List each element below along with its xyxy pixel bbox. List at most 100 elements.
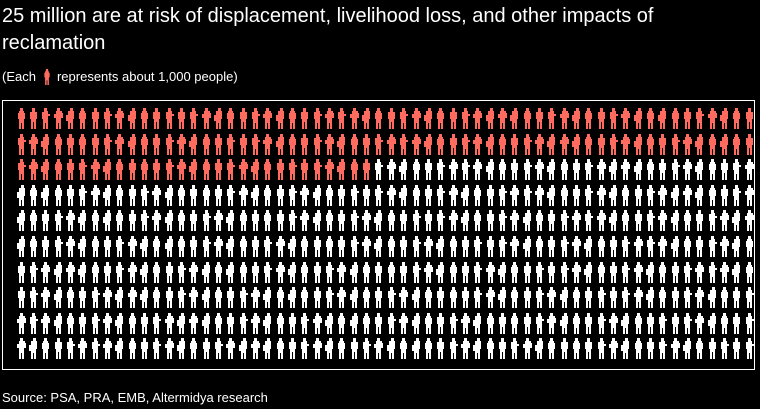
- person-icon: [15, 235, 27, 257]
- person-icon: [521, 261, 533, 283]
- person-icon: [287, 209, 299, 232]
- legend-prefix: (Each: [2, 69, 36, 84]
- person-icon: [645, 209, 657, 232]
- person-icon: [620, 286, 632, 309]
- person-icon: [620, 312, 632, 334]
- person-icon: [324, 261, 336, 283]
- person-icon: [77, 209, 89, 232]
- person-icon: [645, 286, 657, 309]
- person-icon: [151, 133, 163, 155]
- person-icon: [200, 209, 212, 232]
- person-icon: [731, 235, 743, 257]
- person-icon: [620, 133, 632, 155]
- person-icon: [719, 107, 731, 129]
- person-icon: [682, 158, 694, 181]
- person-icon: [126, 209, 138, 232]
- person-icon: [151, 107, 163, 129]
- person-icon: [213, 158, 225, 181]
- source-note: Source: PSA, PRA, EMB, Altermidya resear…: [2, 390, 268, 405]
- person-icon: [632, 133, 644, 155]
- person-icon: [595, 107, 607, 129]
- person-icon: [706, 158, 718, 181]
- person-icon: [27, 184, 39, 206]
- person-icon: [682, 209, 694, 232]
- person-icon: [706, 286, 718, 309]
- person-icon: [89, 261, 101, 283]
- person-icon: [459, 261, 471, 283]
- person-icon: [262, 337, 274, 360]
- person-icon: [114, 107, 126, 129]
- person-icon: [200, 133, 212, 155]
- person-icon: [114, 286, 126, 309]
- person-icon: [435, 312, 447, 334]
- person-icon: [274, 184, 286, 206]
- person-icon: [484, 209, 496, 232]
- person-icon: [731, 286, 743, 309]
- person-icon: [706, 184, 718, 206]
- person-icon: [89, 209, 101, 232]
- person-icon: [731, 184, 743, 206]
- person-icon: [311, 312, 323, 334]
- person-icon: [262, 209, 274, 232]
- person-icon: [361, 209, 373, 232]
- person-icon: [595, 286, 607, 309]
- person-icon: [213, 133, 225, 155]
- person-icon: [682, 107, 694, 129]
- person-icon: [632, 337, 644, 360]
- person-icon: [620, 107, 632, 129]
- person-icon: [533, 184, 545, 206]
- person-icon: [77, 133, 89, 155]
- person-icon: [89, 337, 101, 360]
- person-icon: [175, 235, 187, 257]
- person-icon: [311, 286, 323, 309]
- person-icon: [336, 107, 348, 129]
- person-icon: [533, 261, 545, 283]
- person-icon: [422, 286, 434, 309]
- person-icon: [472, 286, 484, 309]
- person-icon: [731, 133, 743, 155]
- person-icon: [546, 133, 558, 155]
- person-icon: [472, 107, 484, 129]
- person-icon: [336, 235, 348, 257]
- person-icon: [163, 133, 175, 155]
- person-icon: [484, 133, 496, 155]
- person-icon: [459, 133, 471, 155]
- person-icon: [385, 133, 397, 155]
- person-icon: [336, 184, 348, 206]
- person-icon: [348, 337, 360, 360]
- person-icon: [311, 107, 323, 129]
- person-icon: [336, 337, 348, 360]
- person-icon: [669, 261, 681, 283]
- person-icon: [459, 286, 471, 309]
- person-icon: [52, 337, 64, 360]
- person-icon: [398, 158, 410, 181]
- person-icon: [595, 235, 607, 257]
- person-icon: [163, 158, 175, 181]
- person-icon: [225, 209, 237, 232]
- person-icon: [521, 235, 533, 257]
- person-icon: [706, 133, 718, 155]
- person-icon: [336, 158, 348, 181]
- person-icon: [138, 235, 150, 257]
- person-icon: [213, 209, 225, 232]
- person-icon: [373, 209, 385, 232]
- person-icon: [731, 209, 743, 232]
- person-icon: [558, 261, 570, 283]
- person-icon: [324, 235, 336, 257]
- person-icon: [101, 158, 113, 181]
- person-icon: [645, 158, 657, 181]
- person-icon: [533, 107, 545, 129]
- person-icon: [225, 158, 237, 181]
- person-icon: [546, 158, 558, 181]
- person-icon: [237, 107, 249, 129]
- person-icon: [521, 209, 533, 232]
- person-icon: [361, 184, 373, 206]
- person-icon: [15, 158, 27, 181]
- person-icon: [101, 286, 113, 309]
- person-icon: [40, 286, 52, 309]
- person-icon: [546, 312, 558, 334]
- person-icon: [472, 261, 484, 283]
- person-icon: [620, 235, 632, 257]
- person-icon: [669, 133, 681, 155]
- person-icon: [151, 235, 163, 257]
